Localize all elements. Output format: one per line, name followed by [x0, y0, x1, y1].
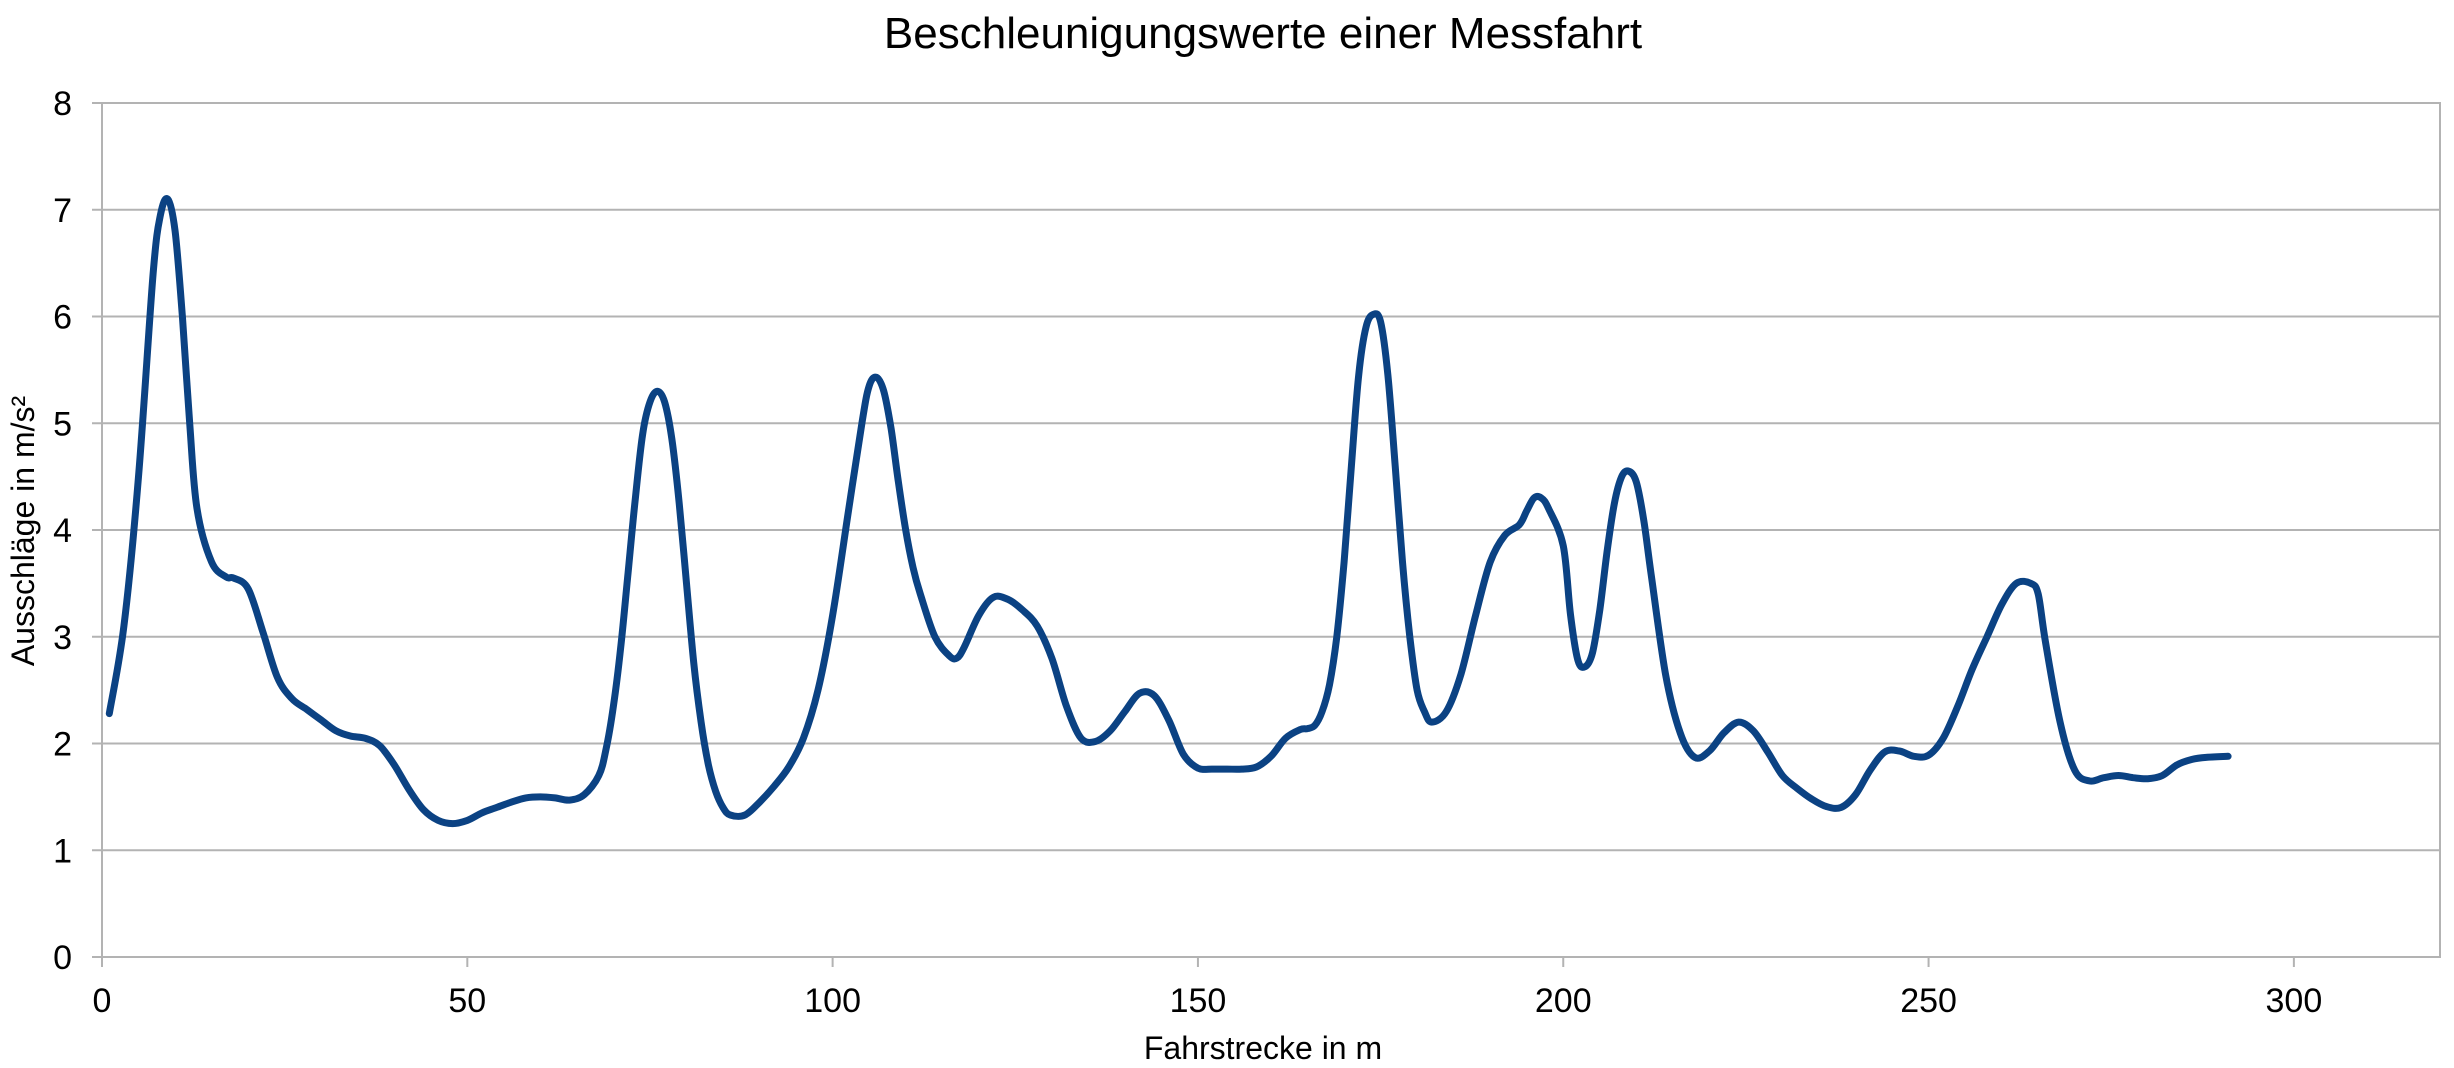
x-tick-label: 200	[1535, 982, 1592, 1020]
x-tick-label: 300	[2266, 982, 2323, 1020]
plot-frame	[101, 102, 2441, 958]
y-tick-label: 0	[53, 939, 72, 977]
x-tick-label: 0	[93, 982, 112, 1020]
y-tick-label: 1	[53, 832, 72, 870]
y-tick-label: 3	[53, 619, 72, 657]
y-tick-label: 8	[53, 85, 72, 123]
x-tick-label: 250	[1900, 982, 1957, 1020]
y-tick-label: 7	[53, 192, 72, 230]
x-tick-label: 50	[448, 982, 486, 1020]
y-tick-label: 4	[53, 512, 72, 550]
acceleration-series-line	[105, 194, 2232, 828]
x-tick-label: 150	[1170, 982, 1227, 1020]
y-tick-label: 2	[53, 726, 72, 764]
grid-lines	[92, 102, 2440, 967]
y-tick-label: 5	[53, 405, 72, 443]
y-tick-labels: 0 1 2 3 4 5 6 7 8	[53, 85, 72, 977]
x-tick-label: 100	[804, 982, 861, 1020]
x-axis-label: Fahrstrecke in m	[1144, 1030, 1382, 1066]
y-tick-label: 6	[53, 299, 72, 337]
x-tick-labels: 0 50 100 150 200 250 300	[93, 982, 2323, 1020]
y-axis-label: Ausschläge in m/s²	[5, 395, 41, 666]
chart-title: Beschleunigungswerte einer Messfahrt	[884, 9, 1642, 58]
